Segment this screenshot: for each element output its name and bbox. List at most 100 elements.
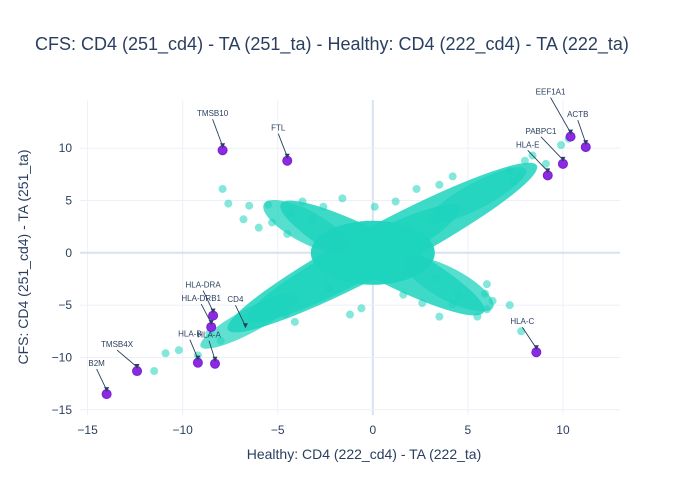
scatter-point <box>520 156 529 165</box>
x-tick-label: 10 <box>556 423 570 437</box>
scatter-point <box>454 290 463 299</box>
cloud-lobe-upper-left <box>263 200 350 254</box>
scatter-point <box>174 346 183 355</box>
annotation-arrow-line <box>277 133 288 157</box>
highlighted-genes-layer <box>101 131 591 400</box>
annotation-arrow-line <box>189 339 199 359</box>
axes-layer: −15 −10 −5 0 5 10 −15 −10 −5 0 5 10 <box>52 141 570 437</box>
annotation-label: HLA-B <box>178 330 202 339</box>
scatter-point <box>541 159 550 168</box>
scatter-point <box>281 310 290 319</box>
scatter-point <box>482 280 491 289</box>
annotation-arrow-line <box>212 119 224 147</box>
scatter-point <box>505 301 514 310</box>
annotation-arrow-line <box>116 349 138 368</box>
annotation-arrowhead <box>210 308 216 314</box>
annotation-label: HLA-DRB1 <box>181 294 221 303</box>
scatter-point <box>391 197 400 206</box>
x-tick-label: −15 <box>77 423 98 437</box>
annotation-arrow-line <box>200 303 212 324</box>
annotation-label: EEF1A1 <box>536 88 566 97</box>
scatter-point <box>435 312 444 321</box>
annotation-arrowhead <box>545 168 551 174</box>
annotation-arrow-line <box>96 368 108 391</box>
scatter-point <box>399 290 408 299</box>
scatter-point <box>245 201 254 210</box>
scatter-point <box>338 194 347 203</box>
annotation-arrowhead <box>212 356 218 362</box>
scatter-point <box>319 202 328 211</box>
x-tick-label: 0 <box>369 423 376 437</box>
scatter-point <box>473 312 482 321</box>
y-tick-label: −5 <box>58 298 72 312</box>
annotation-arrowhead <box>583 140 589 146</box>
annotation-arrowhead <box>533 345 539 351</box>
x-axis-title: Healthy: CD4 (222_cd4) - TA (222_ta) <box>247 446 482 462</box>
annotation-label: B2M <box>88 359 105 368</box>
annotation-label: CD4 <box>227 295 244 304</box>
scatter-point <box>418 299 427 308</box>
cloud-lobe-lower-right <box>404 256 494 312</box>
scatter-point <box>264 200 273 209</box>
annotation-arrowhead <box>568 129 574 135</box>
annotation-arrow-line <box>577 119 587 144</box>
y-tick-label: 10 <box>59 141 73 155</box>
y-tick-label: −15 <box>52 403 73 417</box>
scatter-point <box>283 229 292 238</box>
annotation-label: TMSB10 <box>197 109 229 118</box>
scatter-point <box>370 202 379 211</box>
annotation-label: HLA-C <box>510 317 534 326</box>
scatter-point <box>488 296 497 305</box>
annotation-arrow-line <box>208 340 216 360</box>
scatter-points-layer <box>150 134 573 376</box>
scatter-point <box>298 197 307 206</box>
scatter-point <box>482 305 491 314</box>
y-axis-title: CFS: CD4 (251_cd4) - TA (251_ta) <box>15 149 31 364</box>
scatter-point <box>448 172 457 181</box>
annotation-arrowhead <box>220 143 226 149</box>
scatter-point <box>268 218 277 227</box>
annotation-arrowhead <box>284 153 290 159</box>
annotation-label: HLA-A <box>197 331 221 340</box>
annotation-arrowhead <box>104 387 110 393</box>
chart-title: CFS: CD4 (251_cd4) - TA (251_ta) - Healt… <box>35 34 629 55</box>
scatter-point <box>557 141 566 149</box>
scatter-point <box>287 209 296 218</box>
scatter-point <box>161 349 170 358</box>
annotation-arrow-line <box>550 97 571 133</box>
x-tick-label: −10 <box>172 423 193 437</box>
scatter-point <box>517 327 526 336</box>
annotation-arrowhead <box>560 156 566 162</box>
annotation-label: HLA-E <box>516 140 540 149</box>
x-tick-label: 5 <box>465 423 472 437</box>
scatter-point <box>412 184 421 193</box>
annotation-label: HLA-DRA <box>186 281 222 290</box>
x-tick-label: −5 <box>271 423 285 437</box>
scatter-point <box>150 367 159 376</box>
scatter-point <box>357 304 366 313</box>
scatter-point <box>254 223 263 232</box>
scatter-point <box>224 199 233 208</box>
annotation-label: ACTB <box>567 110 588 119</box>
scatter-point <box>431 273 440 282</box>
scatter-point <box>325 284 334 293</box>
annotation-arrowhead <box>195 355 201 361</box>
scatter-point <box>239 215 248 224</box>
annotations-layer: TMSB10 FTL EEF1A1 ACTB PABPC1 HLA-E HLA-DRA HLA… <box>88 88 589 393</box>
scatter-point <box>481 289 489 298</box>
scatter-point <box>290 317 299 326</box>
scatter-point <box>346 310 354 319</box>
annotation-label: PABPC1 <box>525 127 557 136</box>
y-tick-label: 5 <box>65 193 72 207</box>
annotation-arrowhead <box>208 320 214 326</box>
annotation-arrow-line <box>527 150 549 172</box>
annotation-arrow-line <box>202 290 214 312</box>
annotation-arrow-line <box>521 326 537 349</box>
scatter-point <box>307 215 316 224</box>
scatter-point <box>448 300 457 309</box>
scatter-point <box>505 167 514 176</box>
cloud-tail-lower-left <box>200 292 299 349</box>
scatter-point <box>216 336 225 345</box>
